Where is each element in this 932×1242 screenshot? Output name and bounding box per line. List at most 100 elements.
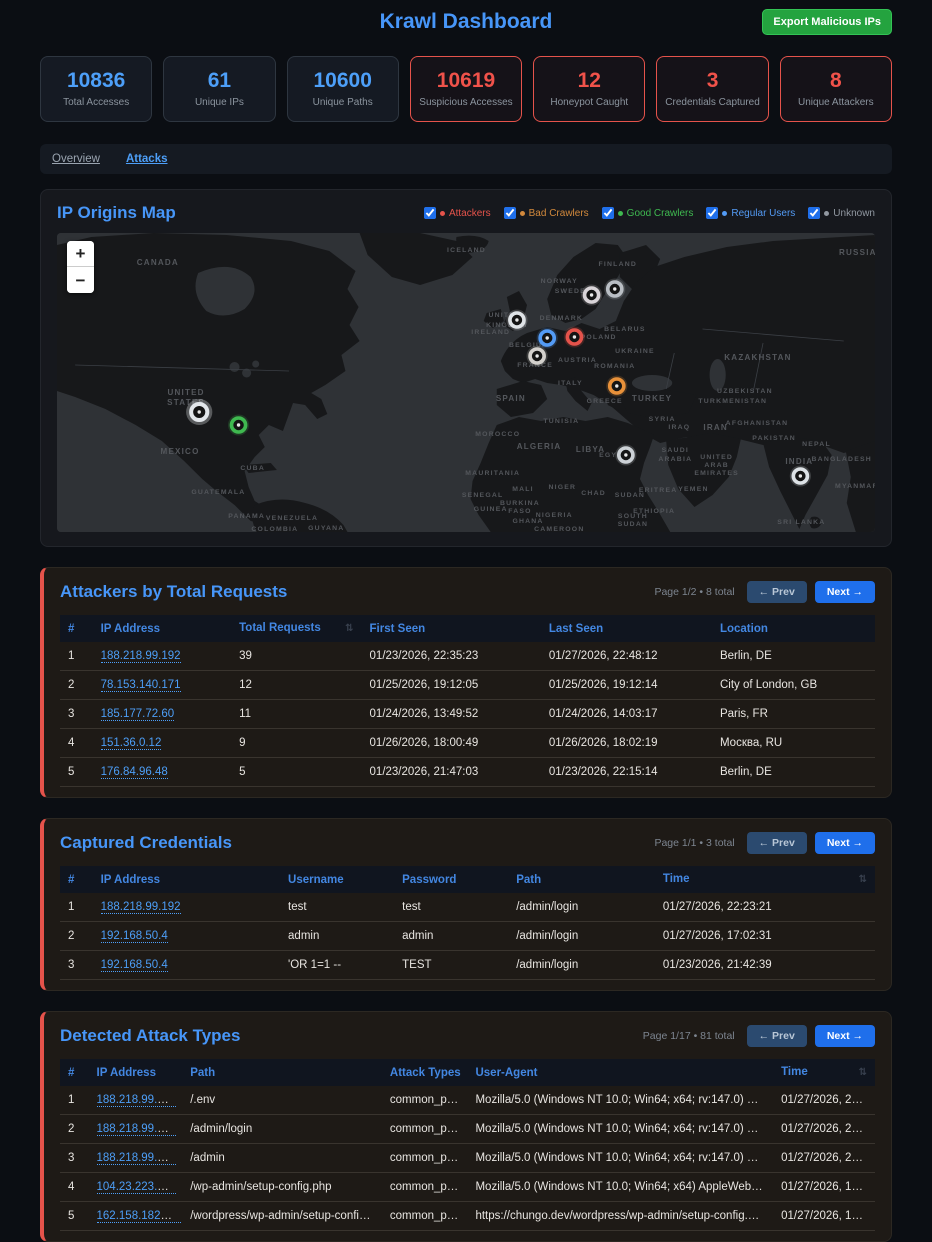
stat-label: Unique Paths (312, 97, 373, 109)
detected-attack-types-table: # IP Address Path Attack Types User-Agent Tim… (60, 1059, 875, 1231)
legend-checkbox-regular-users[interactable] (706, 207, 719, 219)
ip-link[interactable]: 188.218.99.192 (100, 901, 181, 914)
map-lake (195, 266, 255, 316)
map-landmass (242, 463, 277, 473)
column-header-time[interactable]: Time ⇅ (773, 1059, 875, 1086)
tab-bar: Overview Attacks (40, 144, 892, 174)
legend-checkbox-good-crawlers[interactable] (601, 207, 614, 219)
column-header-ip-address[interactable]: IP Address (88, 1059, 183, 1086)
world-map[interactable]: CANADA ICELAND UNITED STATES MEXICO CUBA GUATE… (57, 233, 875, 532)
column-label: Last Seen (548, 622, 604, 635)
table-row: 5 162.158.182.104/wordpress/wp-admin/setu… (60, 1201, 875, 1231)
map-label: ETHIOPIA (633, 508, 675, 515)
ip-link[interactable]: 188.218.99.192 (96, 1152, 177, 1165)
column-header-time[interactable]: Time ⇅ (654, 866, 875, 893)
tab-attacks[interactable]: Attacks (125, 153, 168, 165)
table-row: 1 188.218.99.192 /.env common_probes Mozilla… (60, 1086, 875, 1115)
cell-ip-address: 188.218.99.192 (88, 1086, 183, 1115)
map-marker-attacker[interactable] (563, 326, 586, 348)
cell-: 2 (60, 921, 93, 951)
column-header-username[interactable]: Username (280, 866, 395, 893)
ip-link[interactable]: 188.218.99.192 (96, 1094, 177, 1107)
tab-overview[interactable]: Overview (52, 153, 100, 165)
ip-link[interactable]: 188.218.99.192 (96, 1123, 177, 1136)
sort-icon[interactable]: ⇅ (858, 874, 867, 885)
legend-item-bad-crawlers: Bad Crawlers (503, 207, 589, 219)
ip-link[interactable]: 176.84.96.48 (100, 766, 168, 779)
column-header-first-seen[interactable]: First Seen (361, 615, 541, 642)
pager: Page 1/1 • 3 total ← Prev Next → (654, 832, 875, 854)
prev-page-button[interactable]: ← Prev (746, 581, 807, 603)
map-label: IRAQ (668, 424, 690, 431)
legend-label: Bad Crawlers (528, 207, 589, 219)
legend-checkbox-bad-crawlers[interactable] (503, 207, 516, 219)
column-header-ip-address[interactable]: IP Address (92, 866, 281, 893)
column-header-[interactable]: # (60, 615, 93, 642)
ip-link[interactable]: 78.153.140.171 (100, 679, 181, 692)
legend-checkbox-attackers[interactable] (423, 207, 436, 219)
column-header-path[interactable]: Path (182, 1059, 382, 1086)
ip-link[interactable]: 192.168.50.4 (100, 959, 168, 972)
map-border-line (665, 352, 675, 390)
ip-link[interactable]: 104.23.223.128 (96, 1181, 177, 1194)
stat-label: Honeypot Caught (550, 97, 629, 109)
map-border-line (75, 364, 289, 372)
map-label: BELGIUM (509, 342, 549, 349)
column-header-last-seen[interactable]: Last Seen (540, 615, 712, 642)
stat-value: 10619 (436, 68, 496, 92)
table-title-attackers-by-total-requests: Attackers by Total Requests (60, 582, 288, 601)
cell-password: TEST (394, 950, 509, 980)
ip-link[interactable]: 192.168.50.4 (100, 930, 168, 943)
column-header-password[interactable]: Password (394, 866, 509, 893)
map-marker-unknown[interactable] (580, 284, 603, 306)
column-header-attack-types[interactable]: Attack Types (381, 1059, 468, 1086)
next-page-button[interactable]: Next → (814, 581, 875, 603)
legend-item-good-crawlers: Good Crawlers (601, 207, 693, 219)
cell-password: admin (394, 921, 509, 951)
sort-icon[interactable]: ⇅ (858, 1067, 867, 1078)
cell-first-seen: 01/25/2026, 19:12:05 (361, 670, 541, 700)
prev-page-button[interactable]: ← Prev (746, 832, 807, 854)
zoom-in-button[interactable]: + (67, 241, 94, 267)
ip-link[interactable]: 162.158.182.104 (96, 1210, 183, 1223)
zoom-out-button[interactable]: − (67, 267, 94, 293)
prev-page-button[interactable]: ← Prev (746, 1025, 807, 1047)
column-header-[interactable]: # (60, 866, 93, 893)
ip-link[interactable]: 185.177.72.60 (100, 708, 175, 721)
map-marker-unknown[interactable] (604, 278, 626, 300)
map-label: MALI (512, 486, 534, 493)
cell-path: /.env (182, 1086, 382, 1115)
stat-label: Unique Attackers (798, 97, 874, 109)
map-marker-bad[interactable] (606, 375, 628, 397)
map-marker-unknown[interactable] (526, 345, 548, 367)
map-landmass (666, 433, 741, 507)
next-page-button[interactable]: Next → (814, 832, 875, 854)
column-header-ip-address[interactable]: IP Address (92, 615, 232, 642)
map-landmass (456, 235, 489, 253)
ip-link[interactable]: 151.36.0.12 (100, 737, 162, 750)
map-marker-good[interactable] (227, 414, 250, 436)
map-label: SUDAN (618, 521, 648, 528)
ip-link[interactable]: 188.218.99.192 (100, 650, 181, 663)
map-label: TURKMENISTAN (698, 398, 767, 405)
map-marker-unknown[interactable] (186, 399, 213, 425)
header-row: # IP Address Path Attack Types User-Agent Tim… (60, 1059, 875, 1086)
map-marker-unknown[interactable] (506, 309, 528, 331)
legend-checkbox-unknown[interactable] (808, 207, 821, 219)
column-header-total-requests[interactable]: Total Requests ⇅ (231, 615, 362, 642)
map-landmass (547, 243, 628, 323)
map-label: ICELAND (447, 247, 486, 254)
next-page-button[interactable]: Next → (814, 1025, 875, 1047)
column-header-[interactable]: # (60, 1059, 89, 1086)
cell-last-seen: 01/24/2026, 14:03:17 (540, 699, 712, 729)
map-marker-regular[interactable] (536, 327, 558, 349)
sort-icon[interactable]: ⇅ (345, 623, 354, 634)
column-label: First Seen (369, 622, 426, 635)
column-header-path[interactable]: Path (508, 866, 655, 893)
column-header-user-agent[interactable]: User-Agent (467, 1059, 774, 1086)
column-header-location[interactable]: Location (711, 615, 875, 642)
map-label: GHANA (512, 518, 543, 525)
export-malicious-ips-button[interactable]: Export Malicious IPs (762, 9, 892, 35)
map-marker-unknown[interactable] (789, 465, 811, 487)
map-marker-unknown[interactable] (615, 444, 637, 466)
